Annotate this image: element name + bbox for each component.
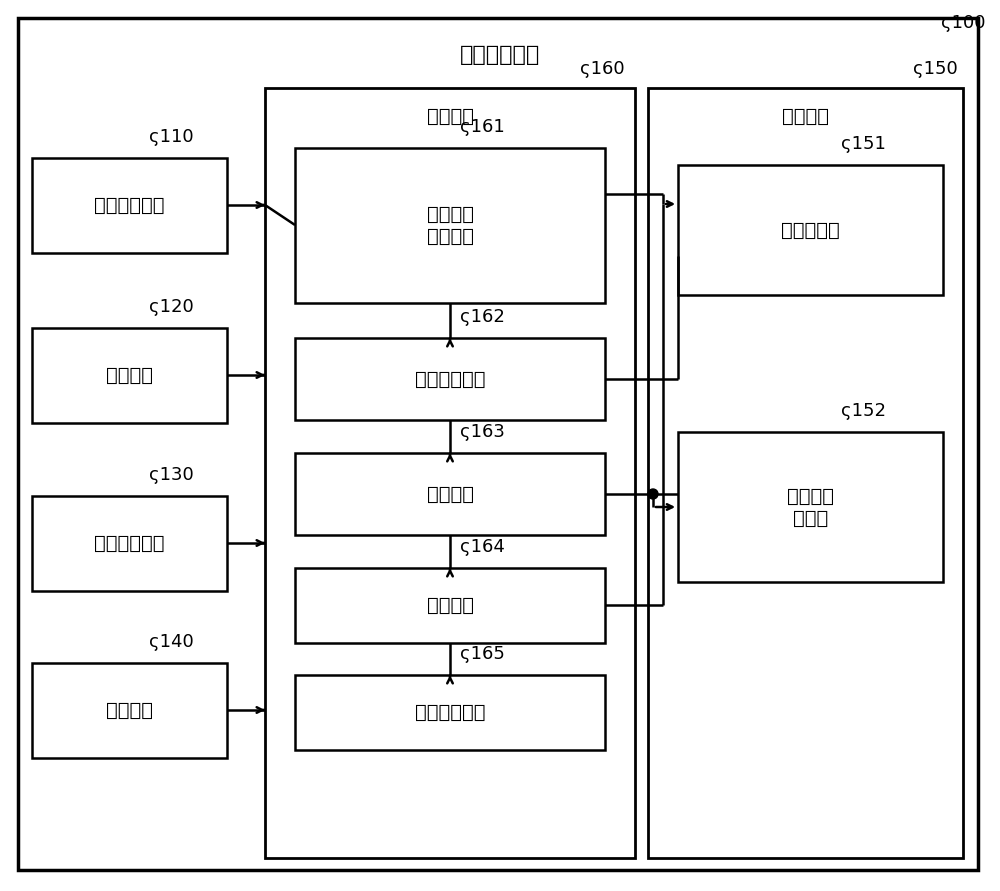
- Text: ς150: ς150: [913, 60, 958, 78]
- Text: ς160: ς160: [580, 60, 625, 78]
- Text: 输入单元: 输入单元: [106, 365, 153, 385]
- Text: ς110: ς110: [150, 128, 194, 146]
- Text: ς151: ς151: [840, 135, 885, 153]
- Text: ς163: ς163: [460, 423, 505, 441]
- Text: 决定单元: 决定单元: [426, 596, 474, 615]
- Text: 视线位置
检测单元: 视线位置 检测单元: [426, 205, 474, 246]
- Text: ς162: ς162: [460, 308, 505, 326]
- Bar: [678, 165, 943, 295]
- Text: 生成单元: 生成单元: [426, 485, 474, 503]
- Text: 存储单元: 存储单元: [782, 107, 829, 126]
- Bar: [295, 148, 605, 303]
- Bar: [678, 432, 943, 582]
- Bar: [32, 663, 227, 758]
- Text: ς140: ς140: [150, 633, 194, 651]
- Text: 定点支持装置: 定点支持装置: [460, 45, 540, 65]
- Text: ς165: ς165: [460, 645, 505, 663]
- Bar: [265, 88, 635, 858]
- Circle shape: [648, 489, 658, 499]
- Text: 显示单元: 显示单元: [106, 700, 153, 720]
- Text: ς164: ς164: [460, 538, 505, 556]
- Bar: [648, 88, 963, 858]
- Text: 命令字典
缓存表: 命令字典 缓存表: [787, 486, 834, 527]
- Bar: [295, 453, 605, 535]
- Text: 命令提取单元: 命令提取单元: [415, 370, 485, 388]
- Text: 显示控制单元: 显示控制单元: [415, 703, 485, 722]
- Bar: [295, 675, 605, 750]
- Text: ς120: ς120: [150, 298, 194, 316]
- Text: 控制单元: 控制单元: [426, 107, 474, 126]
- Text: 语音输入单元: 语音输入单元: [94, 534, 165, 552]
- Bar: [32, 158, 227, 253]
- Text: ς130: ς130: [150, 466, 194, 484]
- Text: ς152: ς152: [840, 402, 886, 420]
- Text: 命令字典表: 命令字典表: [781, 220, 840, 240]
- Text: ς161: ς161: [460, 118, 505, 136]
- Text: 视线输入单元: 视线输入单元: [94, 195, 165, 215]
- Bar: [295, 568, 605, 643]
- Bar: [32, 328, 227, 423]
- Text: ς100: ς100: [940, 14, 985, 32]
- Bar: [295, 338, 605, 420]
- Bar: [32, 496, 227, 591]
